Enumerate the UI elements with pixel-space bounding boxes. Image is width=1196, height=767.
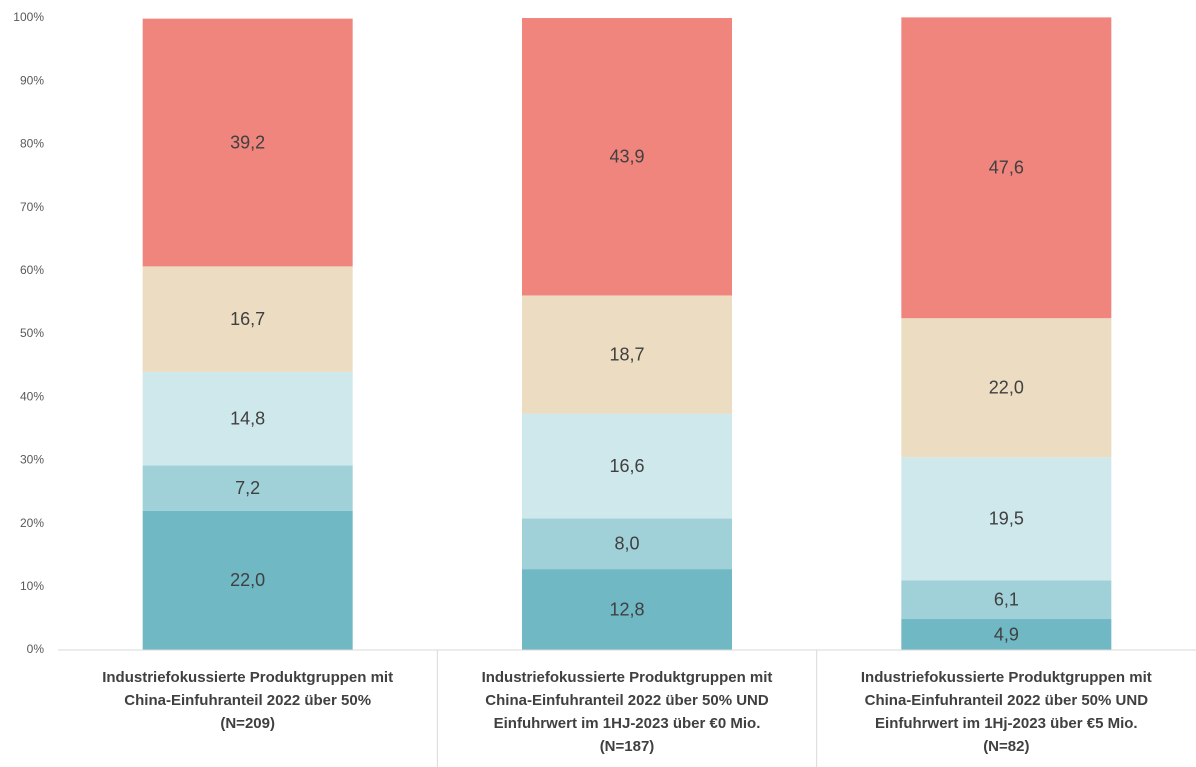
bar-segment: [142, 510, 353, 650]
value-label: 12,8: [609, 599, 644, 619]
y-tick-label: 100%: [13, 10, 44, 24]
bar-segment: [142, 465, 353, 511]
x-tick-label: China-Einfuhranteil 2022 über 50% UND: [865, 692, 1149, 709]
value-label: 22,0: [989, 377, 1024, 397]
y-tick-label: 30%: [20, 453, 44, 467]
value-label: 39,2: [230, 132, 265, 152]
bar-segment: [142, 18, 353, 267]
y-tick-label: 60%: [20, 263, 44, 277]
y-tick-label: 40%: [20, 389, 44, 403]
bar-segment: [901, 17, 1112, 319]
bar-segment: [901, 619, 1112, 650]
value-label: 4,9: [994, 624, 1019, 644]
value-label: 18,7: [609, 344, 644, 364]
y-tick-label: 90%: [20, 73, 44, 87]
x-tick-label: Industriefokussierte Produktgruppen mit: [861, 669, 1152, 686]
x-tick-label: Industriefokussierte Produktgruppen mit: [102, 669, 393, 686]
value-label: 7,2: [235, 478, 260, 498]
x-tick-label: (N=187): [600, 738, 655, 755]
bar-segment: [522, 18, 732, 296]
y-tick-label: 80%: [20, 137, 44, 151]
x-tick-label: China-Einfuhranteil 2022 über 50%: [124, 692, 371, 709]
value-label: 8,0: [614, 534, 639, 554]
bar-segment: [901, 318, 1112, 458]
bar-segment: [522, 569, 732, 650]
value-label: 16,7: [230, 309, 265, 329]
bar-segment: [522, 413, 732, 519]
bar-segment: [901, 457, 1112, 581]
value-label: 43,9: [609, 146, 644, 166]
value-label: 22,0: [230, 570, 265, 590]
x-tick-label: Industriefokussierte Produktgruppen mit: [482, 669, 773, 686]
x-tick-label: (N=209): [220, 715, 275, 732]
value-label: 47,6: [989, 158, 1024, 178]
x-tick-label: China-Einfuhranteil 2022 über 50% UND: [485, 692, 769, 709]
bar-segment: [142, 371, 353, 466]
value-label: 14,8: [230, 408, 265, 428]
bar-segment: [522, 518, 732, 570]
bar-segment: [142, 266, 353, 372]
value-label: 6,1: [994, 590, 1019, 610]
x-tick-label: (N=82): [983, 738, 1029, 755]
bar-segment: [901, 580, 1112, 620]
x-tick-label: Einfuhrwert im 1Hj-2023 über €5 Mio.: [875, 715, 1138, 732]
value-label: 19,5: [989, 509, 1024, 529]
y-tick-label: 50%: [20, 326, 44, 340]
bar-segment: [522, 295, 732, 414]
y-tick-label: 10%: [20, 579, 44, 593]
x-tick-label: Einfuhrwert im 1HJ-2023 über €0 Mio.: [494, 715, 761, 732]
y-tick-label: 20%: [20, 516, 44, 530]
y-tick-label: 0%: [27, 642, 45, 656]
value-label: 16,6: [609, 456, 644, 476]
y-tick-label: 70%: [20, 200, 44, 214]
